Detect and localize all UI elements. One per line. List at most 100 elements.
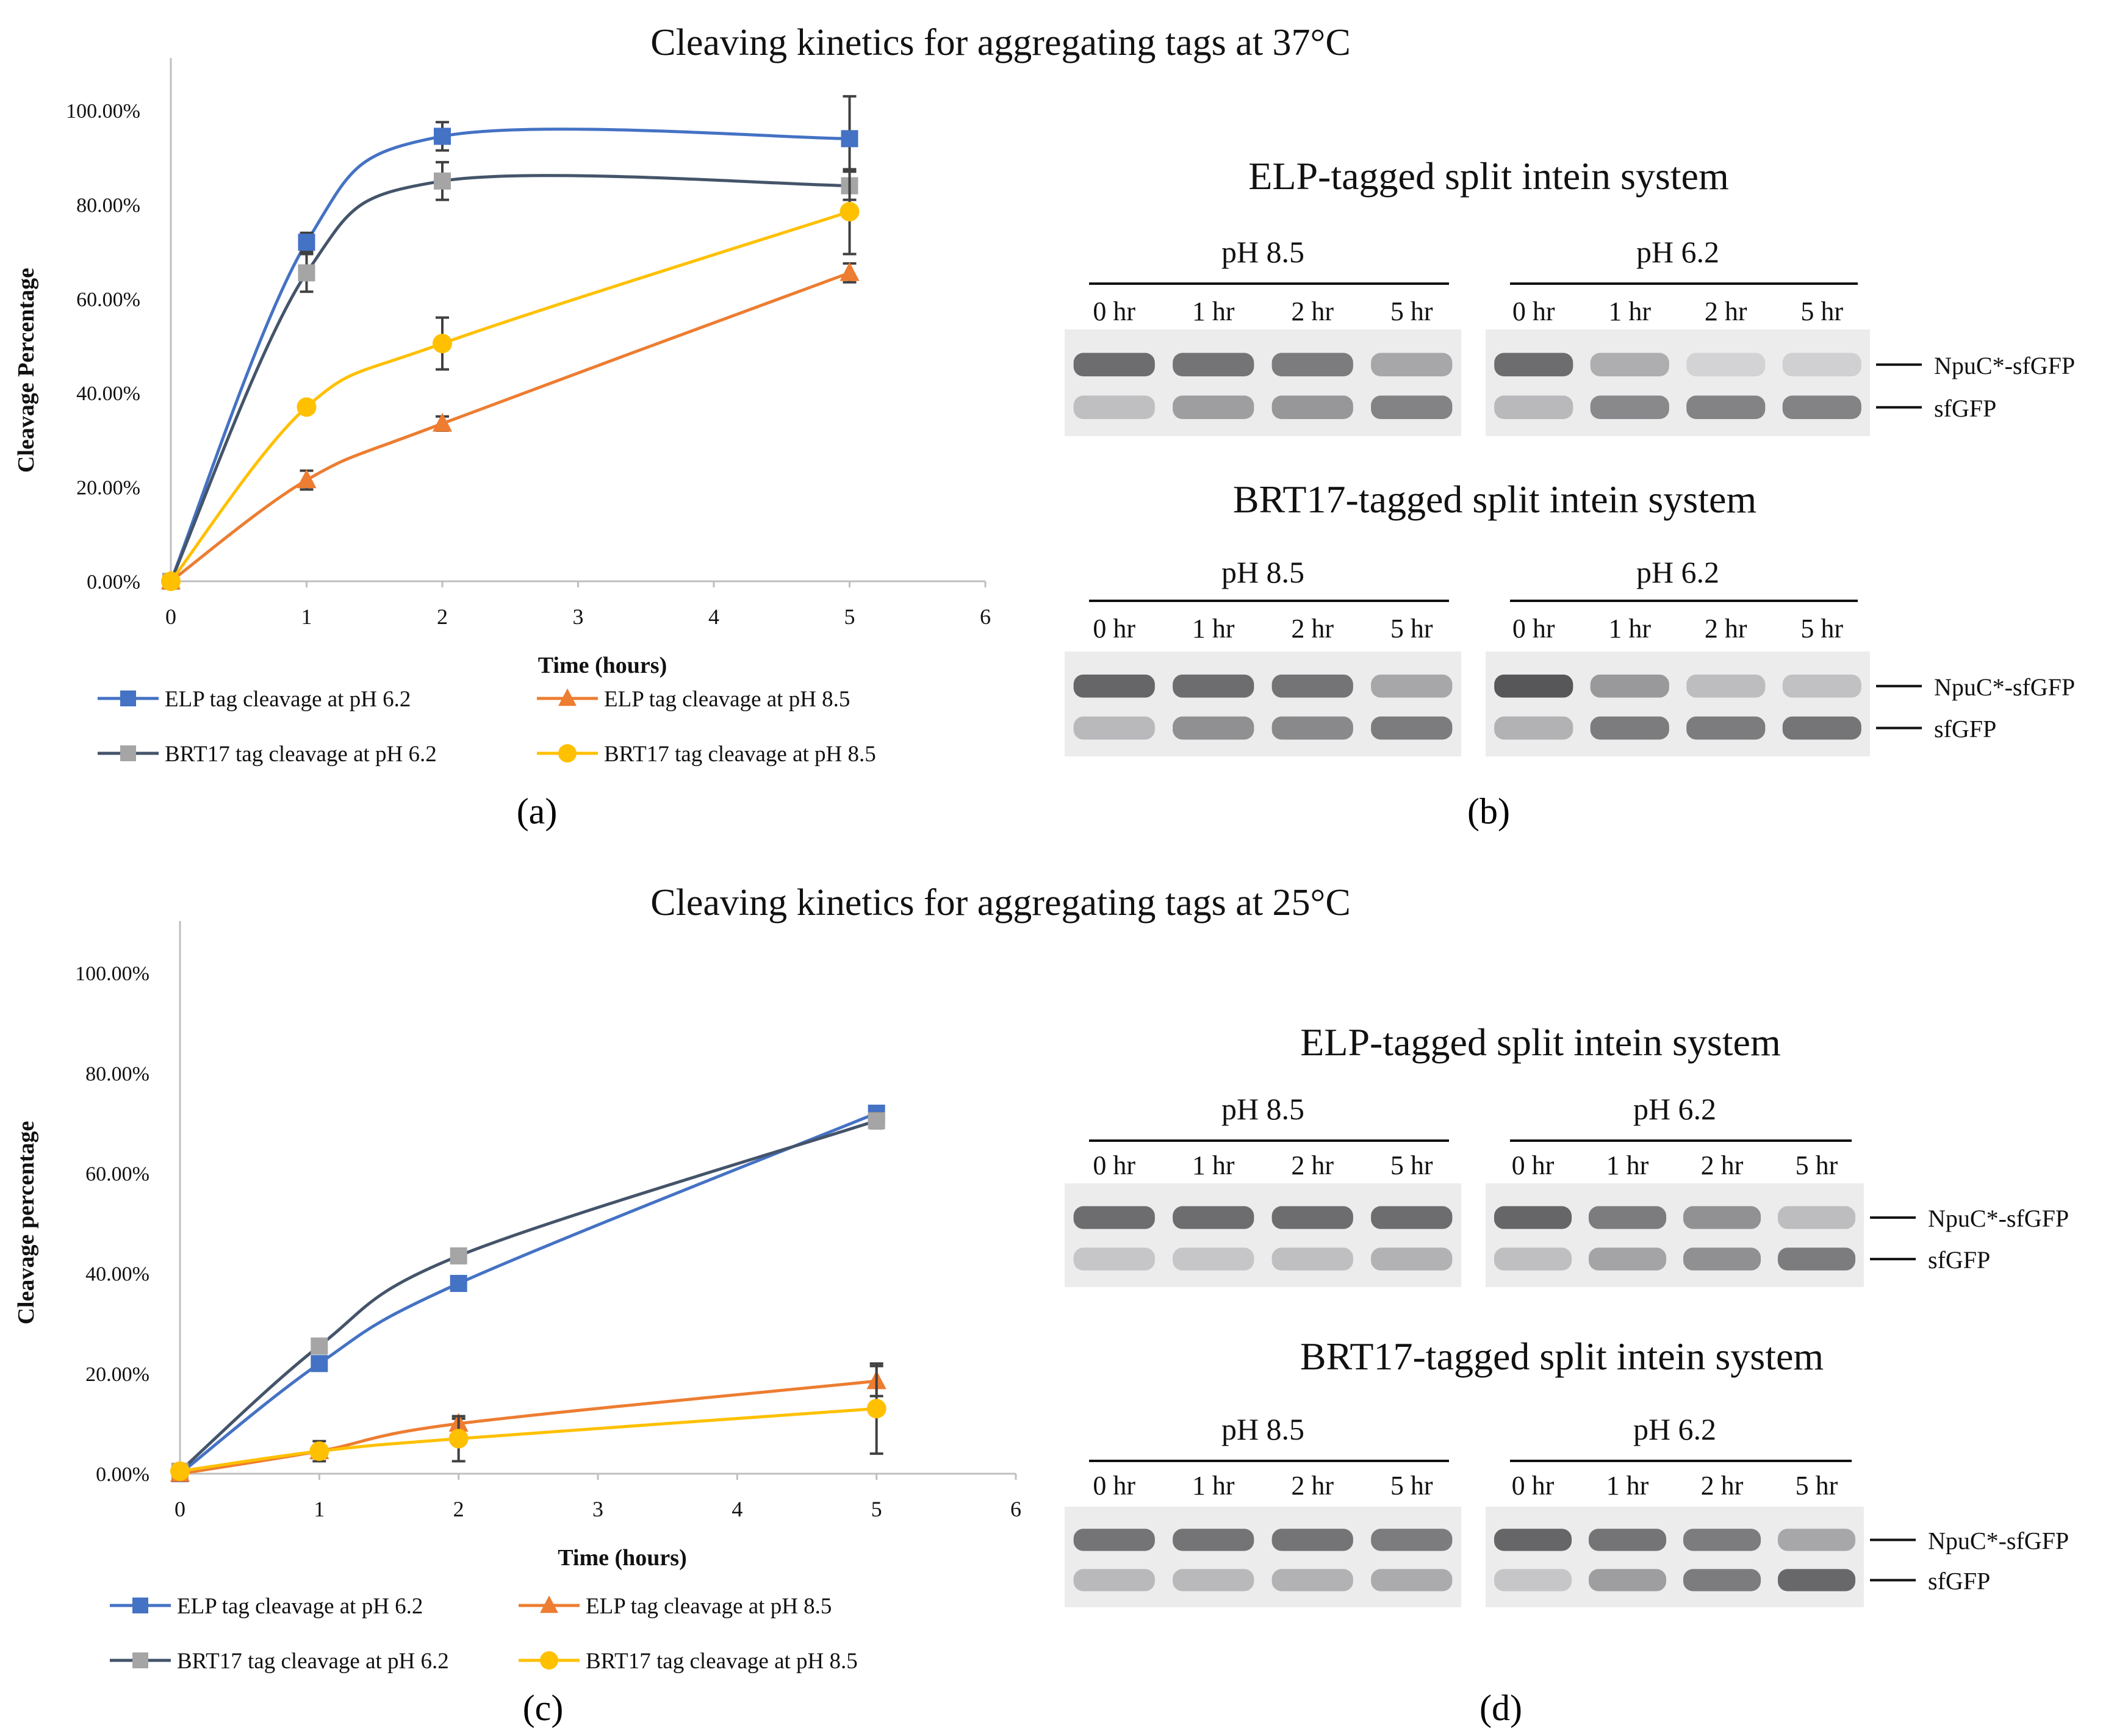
band-npuc-sfgfp [1782, 353, 1861, 376]
y-tick-label: 80.00% [85, 1063, 149, 1085]
data-point-brt_62 [298, 264, 315, 282]
lane-label: 1 hr [1608, 296, 1651, 326]
lane-label: 1 hr [1606, 1150, 1649, 1180]
data-point-brt_85 [309, 1441, 329, 1462]
lane-label: 2 hr [1291, 1150, 1334, 1180]
band-npuc-sfgfp [1073, 353, 1155, 376]
band-sfgfp [1371, 1569, 1453, 1591]
y-tick-label: 100.00% [66, 100, 140, 123]
series-line-brt_62 [179, 1119, 877, 1472]
data-point-elp_62 [298, 234, 315, 251]
legend-item: BRT17 tag cleavage at pH 6.2 [98, 742, 437, 767]
band-sfgfp [1271, 1247, 1353, 1271]
lane-label: 1 hr [1192, 614, 1235, 644]
band-sfgfp [1494, 395, 1573, 419]
band-sfgfp [1588, 1247, 1667, 1271]
gel-ph85: pH 8.5 0 hr 1 hr 2 hr 5 hr [1065, 235, 1461, 436]
band-npuc-sfgfp [1494, 353, 1573, 376]
legend-item: BRT17 tag cleavage at pH 8.5 [537, 742, 876, 767]
panel-label-c: (c) [523, 1688, 564, 1728]
gel-title: ELP-tagged split intein system [1300, 1020, 1780, 1064]
lane-label: 1 hr [1606, 1471, 1649, 1501]
band-sfgfp [1588, 1569, 1667, 1591]
band-sfgfp [1073, 1569, 1155, 1591]
data-point-brt_85 [170, 1461, 190, 1481]
legend-label: ELP tag cleavage at pH 8.5 [604, 687, 850, 712]
band-npuc-sfgfp [1271, 1206, 1353, 1229]
y-tick-label: 80.00% [76, 194, 140, 217]
ph-label: pH 8.5 [1221, 235, 1304, 269]
lane-label: 2 hr [1291, 296, 1334, 326]
y-tick-label: 0.00% [96, 1463, 149, 1486]
data-point-brt_62 [311, 1337, 328, 1355]
x-tick-label: 5 [844, 604, 855, 629]
gel-panel-d: ELP-tagged split intein system pH 8.5 0 hr… [1065, 1020, 2069, 1607]
data-point-brt_62 [434, 172, 451, 190]
y-tick-label: 60.00% [76, 289, 140, 311]
legend-item: ELP tag cleavage at pH 8.5 [519, 1594, 832, 1619]
gel-title: BRT17-tagged split intein system [1233, 478, 1756, 521]
x-tick-label: 2 [453, 1497, 464, 1521]
series-line-brt_62 [169, 174, 850, 583]
band-npuc-sfgfp [1777, 1529, 1856, 1551]
lane-label: 0 hr [1093, 614, 1135, 644]
x-tick-label: 6 [1010, 1497, 1021, 1521]
data-point-brt_85 [161, 572, 181, 591]
band-sfgfp [1271, 395, 1353, 419]
ph-label: pH 6.2 [1633, 1092, 1716, 1126]
band-sfgfp [1590, 716, 1669, 740]
band-sfgfp [1683, 1247, 1761, 1271]
data-point-elp_62 [434, 127, 451, 145]
series-line-elp_85 [170, 271, 850, 583]
y-tick-label: 40.00% [76, 382, 140, 405]
data-point-elp_62 [450, 1275, 467, 1293]
band-sfgfp [1173, 716, 1254, 740]
gel-title: ELP-tagged split intein system [1248, 154, 1728, 198]
series-line-brt_85 [179, 1407, 877, 1473]
gel-background [1486, 1507, 1864, 1607]
band-label-sfgfp: sfGFP [1928, 1246, 1990, 1274]
data-point-brt_85 [840, 201, 860, 221]
band-npuc-sfgfp [1683, 1529, 1761, 1551]
y-tick-label: 100.00% [75, 963, 149, 985]
band-npuc-sfgfp [1686, 353, 1766, 376]
panel-label-a: (a) [517, 791, 558, 831]
gel-title: BRT17-tagged split intein system [1300, 1335, 1824, 1378]
data-point-brt_85 [866, 1399, 886, 1419]
band-npuc-sfgfp [1686, 674, 1766, 698]
band-sfgfp [1777, 1247, 1856, 1271]
lane-label: 2 hr [1701, 1150, 1744, 1180]
band-npuc-sfgfp [1590, 674, 1669, 698]
gel-background [1486, 329, 1870, 436]
band-sfgfp [1590, 395, 1669, 419]
lane-label: 0 hr [1093, 1150, 1135, 1180]
y-tick-label: 40.00% [85, 1263, 149, 1286]
x-tick-label: 5 [871, 1497, 882, 1521]
band-npuc-sfgfp [1777, 1206, 1856, 1229]
gel-background [1486, 651, 1870, 756]
gel-background [1065, 651, 1461, 756]
band-sfgfp [1073, 1247, 1155, 1271]
band-npuc-sfgfp [1371, 353, 1453, 376]
legend-label: BRT17 tag cleavage at pH 6.2 [177, 1649, 449, 1674]
band-sfgfp [1371, 1247, 1453, 1271]
x-tick-label: 4 [732, 1497, 742, 1521]
data-point-elp_85 [432, 412, 453, 432]
legend-swatch-marker [558, 744, 577, 762]
gel-ph62: pH 6.2 0 hr 1 hr 2 hr 5 hr [1486, 555, 1870, 756]
y-axis-label: Cleavage percentage [13, 1121, 39, 1325]
x-tick-label: 3 [592, 1497, 603, 1521]
lane-label: 5 hr [1800, 614, 1843, 644]
band-label-npuc-sfgfp: NpuC*-sfGFP [1934, 673, 2075, 701]
band-npuc-sfgfp [1073, 674, 1155, 698]
band-npuc-sfgfp [1173, 1206, 1254, 1229]
x-tick-label: 2 [437, 604, 448, 629]
ph-label: pH 6.2 [1636, 235, 1719, 269]
lane-label: 5 hr [1390, 1471, 1433, 1501]
gel-ph62: pH 6.2 0 hr 1 hr 2 hr 5 hr [1486, 1092, 1864, 1287]
band-npuc-sfgfp [1271, 674, 1353, 698]
band-sfgfp [1494, 1569, 1572, 1591]
band-npuc-sfgfp [1371, 1529, 1453, 1551]
data-point-brt_62 [450, 1247, 467, 1264]
band-npuc-sfgfp [1494, 674, 1573, 698]
